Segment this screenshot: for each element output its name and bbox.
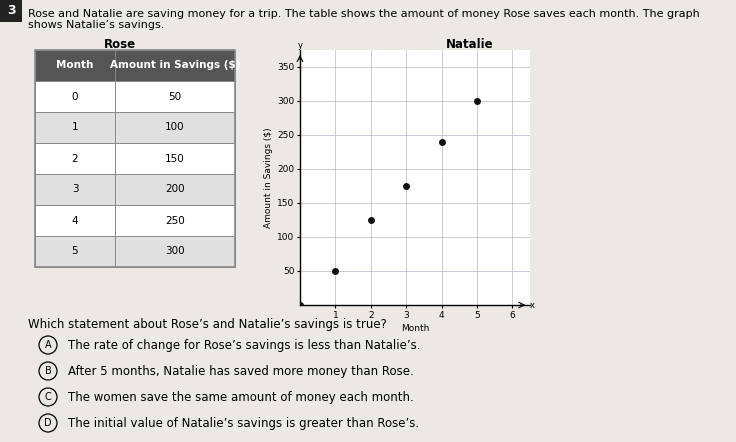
Text: 2: 2 [71,153,78,164]
Text: Natalie: Natalie [446,38,494,51]
Text: 5: 5 [71,247,78,256]
Text: Rose and Natalie are saving money for a trip. The table shows the amount of mone: Rose and Natalie are saving money for a … [28,9,700,19]
Y-axis label: Amount in Savings ($): Amount in Savings ($) [264,127,273,228]
Text: Amount in Savings ($): Amount in Savings ($) [110,61,240,71]
Text: The rate of change for Rose’s savings is less than Natalie’s.: The rate of change for Rose’s savings is… [68,339,420,351]
Text: 1: 1 [71,122,78,133]
Text: The initial value of Natalie’s savings is greater than Rose’s.: The initial value of Natalie’s savings i… [68,416,419,430]
Text: y: y [297,41,302,50]
FancyBboxPatch shape [35,81,235,112]
Text: After 5 months, Natalie has saved more money than Rose.: After 5 months, Natalie has saved more m… [68,365,414,377]
Text: Rose: Rose [104,38,136,51]
FancyBboxPatch shape [35,205,235,236]
FancyBboxPatch shape [35,143,235,174]
Text: shows Natalie’s savings.: shows Natalie’s savings. [28,20,164,30]
Text: D: D [44,418,52,428]
Text: 3: 3 [71,184,78,194]
Text: C: C [45,392,52,402]
FancyBboxPatch shape [35,174,235,205]
Text: 250: 250 [165,216,185,225]
Text: Which statement about Rose’s and Natalie’s savings is true?: Which statement about Rose’s and Natalie… [28,318,387,331]
Text: 150: 150 [165,153,185,164]
FancyBboxPatch shape [35,112,235,143]
Text: 0: 0 [71,91,78,102]
FancyBboxPatch shape [35,236,235,267]
Text: x: x [530,301,535,309]
Text: 3: 3 [7,4,15,18]
Text: 4: 4 [71,216,78,225]
Text: A: A [45,340,52,350]
Text: 100: 100 [165,122,185,133]
Text: 200: 200 [165,184,185,194]
Text: B: B [45,366,52,376]
Text: 50: 50 [169,91,182,102]
Text: Month: Month [57,61,93,71]
FancyBboxPatch shape [0,0,22,22]
FancyBboxPatch shape [35,50,235,81]
X-axis label: Month: Month [401,324,429,333]
Text: The women save the same amount of money each month.: The women save the same amount of money … [68,390,414,404]
Text: 300: 300 [165,247,185,256]
